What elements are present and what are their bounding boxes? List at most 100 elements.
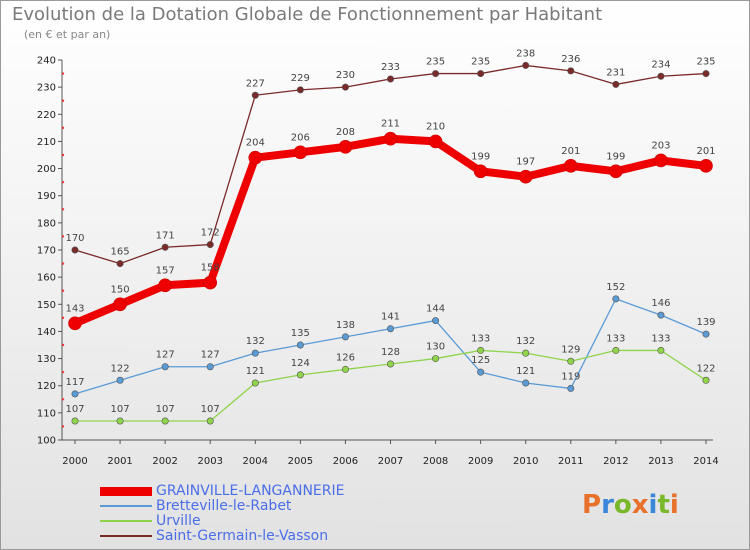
- data-point: [432, 355, 440, 363]
- logo-letter: t: [657, 490, 670, 520]
- data-label: 129: [561, 344, 580, 355]
- data-point: [702, 330, 710, 338]
- y-tick-label: 230: [37, 83, 56, 94]
- data-point: [71, 246, 79, 254]
- data-label: 135: [291, 328, 310, 339]
- data-point: [657, 346, 665, 354]
- data-point: [293, 145, 308, 160]
- y-minor-dot: [61, 316, 65, 320]
- y-tick-label: 210: [37, 137, 56, 148]
- data-label: 206: [291, 132, 310, 143]
- data-label: 122: [111, 363, 130, 374]
- x-tick-label: 2010: [513, 456, 538, 467]
- x-tick-label: 2011: [558, 456, 583, 467]
- data-label: 208: [336, 127, 355, 138]
- data-label: 143: [65, 303, 84, 314]
- y-tick-label: 150: [37, 300, 56, 311]
- data-point: [567, 384, 575, 392]
- data-point: [116, 260, 124, 268]
- data-point: [116, 417, 124, 425]
- data-point: [386, 75, 394, 83]
- data-label: 122: [696, 363, 715, 374]
- y-minor-dot: [61, 72, 65, 75]
- data-label: 132: [516, 336, 535, 347]
- data-point: [432, 70, 440, 78]
- data-label: 165: [111, 247, 130, 258]
- x-tick-label: 2005: [288, 456, 313, 467]
- y-minor-dot: [61, 289, 65, 292]
- data-label: 128: [381, 347, 400, 358]
- data-point: [158, 278, 172, 293]
- data-point: [477, 346, 485, 354]
- data-label: 210: [426, 121, 445, 132]
- data-point: [206, 241, 214, 249]
- data-point: [338, 140, 353, 154]
- logo-letter: r: [601, 490, 614, 520]
- data-point: [296, 341, 304, 349]
- y-tick-label: 100: [37, 436, 56, 447]
- x-tick-label: 2007: [378, 456, 403, 467]
- y-minor-dot: [61, 99, 65, 102]
- data-point: [161, 363, 169, 371]
- data-label: 227: [246, 78, 265, 89]
- data-label: 126: [336, 352, 355, 363]
- data-point: [71, 417, 79, 425]
- legend-swatch: [100, 535, 152, 537]
- data-label: 133: [471, 333, 490, 344]
- data-point: [473, 164, 488, 179]
- data-point: [206, 417, 214, 425]
- y-minor-dot: [61, 126, 65, 130]
- data-label: 132: [246, 336, 265, 347]
- data-point: [386, 360, 394, 368]
- y-minor-dot: [61, 343, 65, 347]
- data-label: 150: [111, 284, 130, 295]
- y-minor-dot: [61, 398, 65, 401]
- data-point: [563, 159, 578, 173]
- data-label: 107: [156, 404, 175, 415]
- x-tick-label: 2012: [603, 456, 628, 467]
- data-label: 133: [651, 333, 670, 344]
- data-point: [609, 164, 623, 179]
- data-point: [477, 70, 485, 78]
- data-point: [522, 349, 530, 357]
- y-tick-label: 140: [37, 327, 56, 338]
- data-point: [251, 91, 259, 99]
- data-label: 157: [156, 265, 175, 276]
- logo-letter: P: [582, 490, 602, 520]
- y-minor-dot: [61, 235, 65, 238]
- x-tick-label: 2003: [197, 456, 222, 467]
- data-label: 199: [606, 151, 625, 162]
- data-point: [71, 390, 79, 398]
- data-label: 119: [561, 371, 580, 382]
- x-tick-label: 2000: [62, 456, 87, 467]
- data-point: [612, 80, 620, 88]
- x-tick-label: 2006: [333, 456, 358, 467]
- data-label: 229: [291, 73, 310, 84]
- data-label: 127: [201, 350, 220, 361]
- data-label: 233: [381, 62, 400, 73]
- y-minor-dot: [61, 370, 65, 374]
- legend-swatch: [100, 520, 152, 522]
- data-label: 127: [156, 350, 175, 361]
- chart-subtitle: (en € et par an): [24, 28, 111, 41]
- data-label: 138: [336, 320, 355, 331]
- data-point: [296, 371, 304, 379]
- data-label: 211: [381, 119, 400, 130]
- logo-letter: i: [648, 490, 658, 520]
- legend-swatch: [100, 505, 152, 507]
- data-point: [386, 325, 394, 333]
- data-point: [251, 349, 259, 357]
- data-label: 235: [471, 57, 490, 68]
- data-label: 152: [606, 282, 625, 293]
- data-label: 230: [336, 70, 355, 81]
- data-point: [206, 363, 214, 371]
- data-point: [522, 61, 530, 69]
- data-label: 172: [201, 228, 220, 239]
- data-label: 130: [426, 342, 445, 353]
- y-tick-label: 120: [37, 381, 56, 392]
- x-tick-label: 2002: [152, 456, 177, 467]
- data-label: 139: [696, 317, 715, 328]
- data-label: 107: [65, 404, 84, 415]
- data-label: 107: [201, 404, 220, 415]
- data-point: [341, 365, 349, 373]
